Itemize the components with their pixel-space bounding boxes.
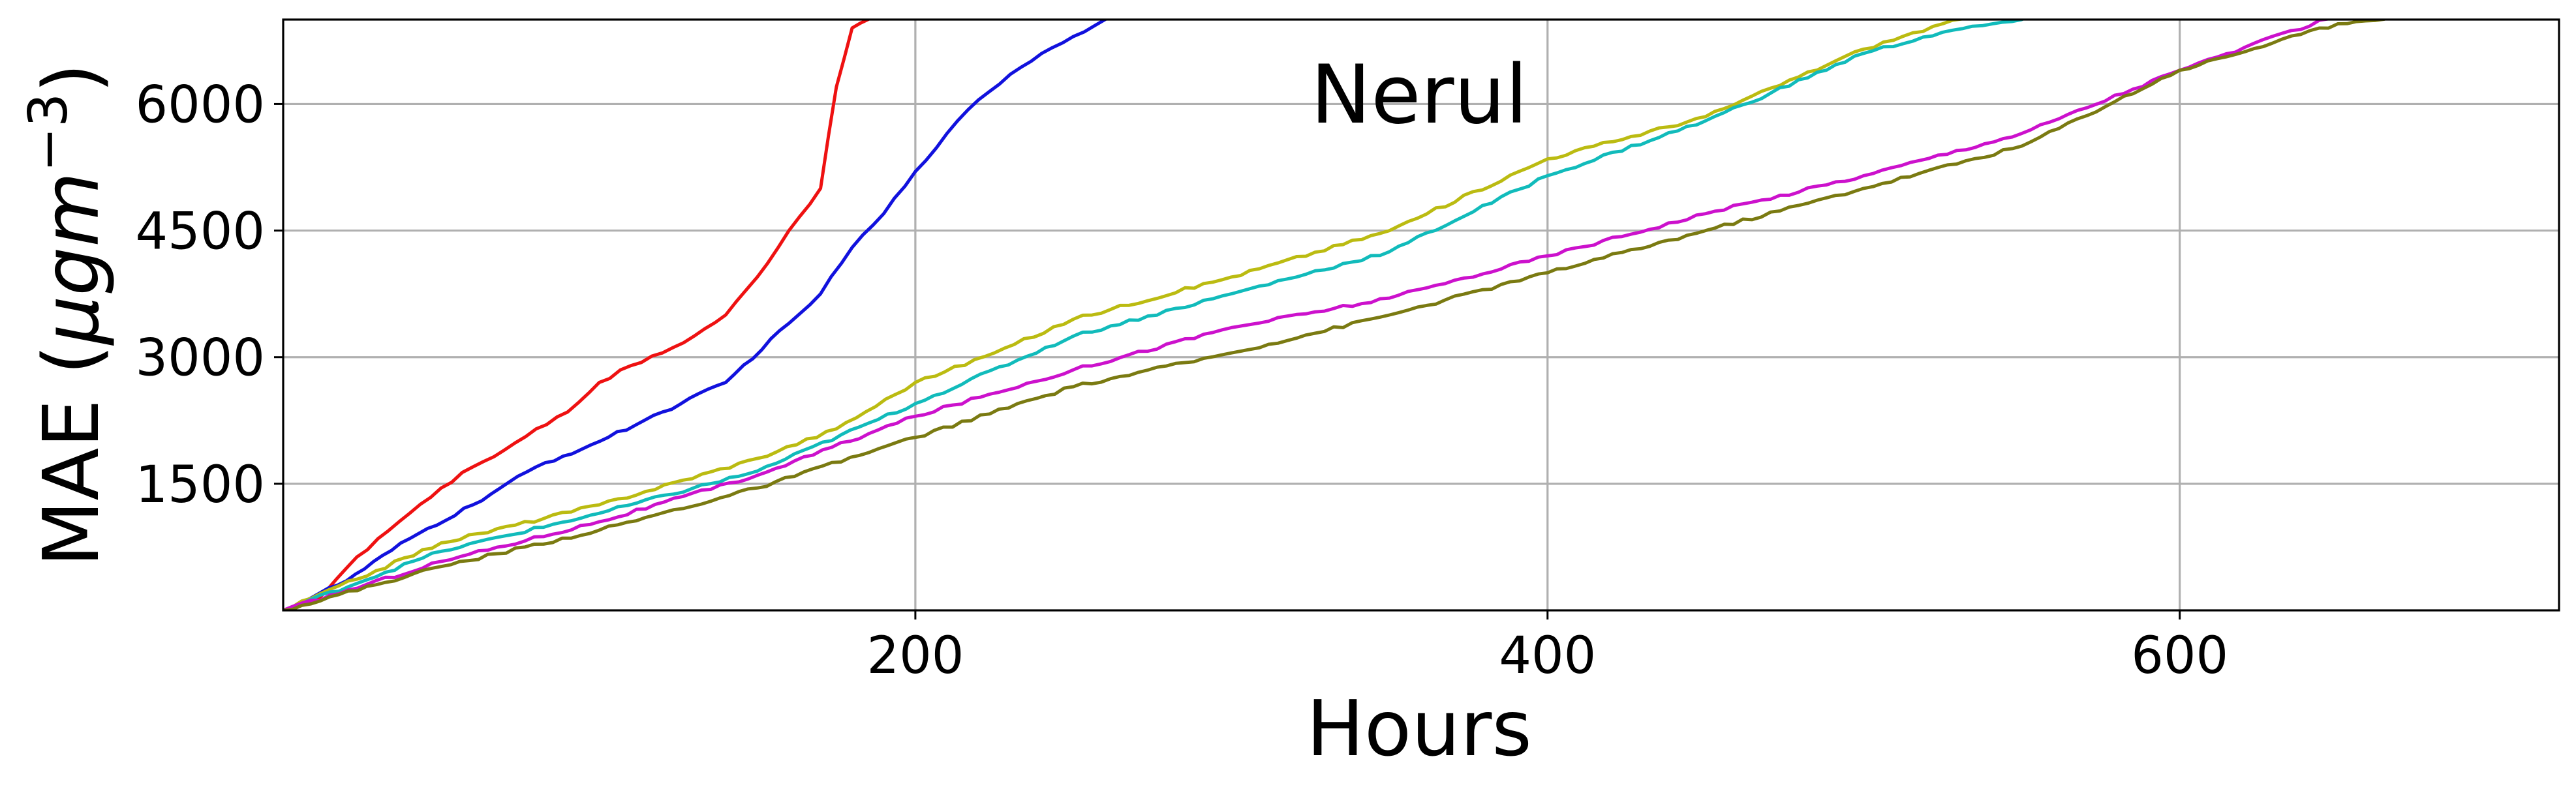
x-axis: 200 400 600 xyxy=(866,610,2228,685)
series-line-1 xyxy=(283,20,872,610)
y-axis-title: MAE (μgm−3) xyxy=(18,63,116,567)
y-axis-title-close: ) xyxy=(26,63,116,93)
y-axis-title-unit: μgm xyxy=(26,172,116,346)
chart-title: Nerul xyxy=(1310,48,1527,142)
y-tick-label: 3000 xyxy=(135,329,265,388)
y-axis-title-exponent: −3 xyxy=(18,93,80,172)
y-tick-label: 6000 xyxy=(135,76,265,134)
grid xyxy=(283,20,2559,610)
x-tick-label: 400 xyxy=(1499,627,1596,685)
x-tick-label: 200 xyxy=(866,627,964,685)
series-line-2 xyxy=(283,20,1109,610)
series-line-3 xyxy=(283,20,1968,610)
y-tick-label: 1500 xyxy=(135,456,265,515)
x-tick-label: 600 xyxy=(2131,627,2228,685)
y-tick-label: 4500 xyxy=(135,203,265,261)
y-axis-title-main: MAE ( xyxy=(26,345,116,567)
y-axis: 1500 3000 4500 6000 xyxy=(135,76,283,515)
series-line-6 xyxy=(283,20,2388,610)
series-line-4 xyxy=(283,20,2026,610)
series-group xyxy=(283,20,2388,610)
x-axis-title: Hours xyxy=(1306,683,1532,773)
plot-frame xyxy=(282,18,2560,612)
series-line-5 xyxy=(283,20,2331,610)
